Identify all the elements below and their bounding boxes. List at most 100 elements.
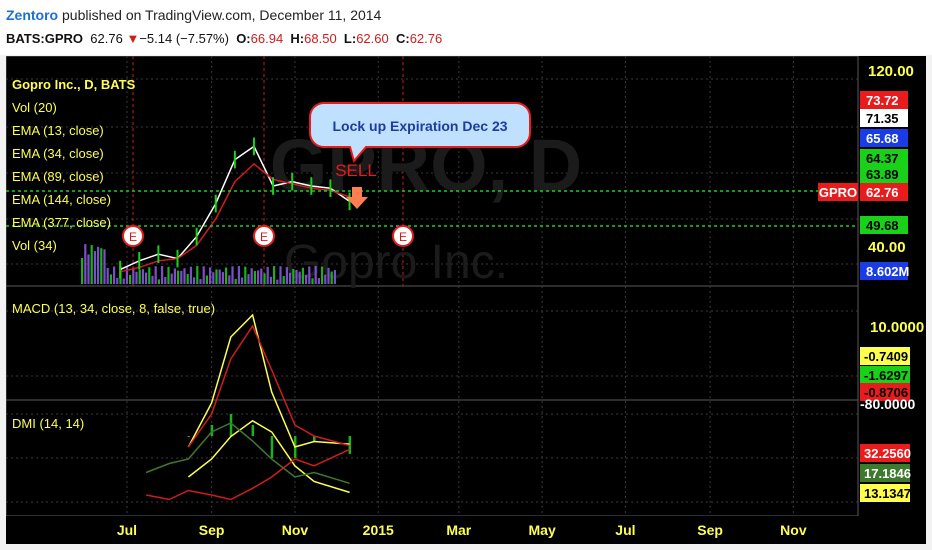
volume-bar	[93, 251, 96, 284]
volume-bar	[116, 277, 119, 284]
volume-bar	[196, 266, 199, 284]
dmi-adx-line	[187, 419, 350, 494]
volume-bar	[298, 271, 301, 284]
volume-bar	[241, 277, 244, 284]
price-series	[119, 137, 351, 279]
volume-bar	[205, 275, 208, 284]
price-tick: 120.00	[868, 63, 914, 80]
volume-bar	[87, 254, 90, 284]
volume-bar	[247, 274, 250, 284]
macd-label-box	[860, 347, 910, 365]
volume-bar	[103, 249, 106, 284]
author-link[interactable]: Zentoro	[6, 7, 59, 23]
price-label-box	[860, 91, 908, 109]
legend-item: Vol (20)	[12, 100, 57, 115]
macd-label-box	[860, 383, 910, 401]
earnings-markers: E E E	[122, 225, 414, 247]
volume-bar	[221, 272, 224, 284]
macd-histogram-bar	[187, 436, 190, 437]
volume-bar	[324, 274, 327, 284]
price-change: −5.14 (−7.57%)	[139, 31, 229, 46]
volume-bar	[295, 269, 298, 284]
macd-label: -1.6297	[864, 368, 908, 383]
volume-bar	[289, 272, 292, 284]
volume-bar	[308, 266, 311, 284]
low-label: L:	[343, 31, 357, 46]
macd-label: -0.8706	[864, 385, 908, 400]
chart-area[interactable]: GPRO, D Gopro Inc. Gopro Inc., D, BATS V…	[5, 55, 926, 544]
open-label: O:	[236, 31, 251, 46]
volume-bar	[317, 278, 320, 284]
price-label-box	[860, 129, 908, 147]
volume-bar	[301, 267, 304, 284]
volume-bar	[148, 267, 151, 284]
volume-bar	[135, 271, 138, 284]
earnings-marker[interactable]	[122, 225, 144, 247]
legend-item: EMA (144, close)	[12, 192, 111, 207]
macd-tick: -80.0000	[860, 396, 915, 412]
volume-bar	[263, 273, 266, 284]
macd-panel: MACD (13, 34, close, 8, false, true)	[12, 301, 352, 458]
volume-bar	[327, 267, 330, 284]
macd-tick: 10.0000	[870, 319, 924, 336]
volume-bar	[199, 279, 202, 284]
earnings-marker[interactable]	[392, 225, 414, 247]
price-label-box	[860, 262, 908, 280]
volume-bar	[330, 271, 333, 284]
volume-bar	[167, 266, 170, 284]
macd-histogram-bar	[229, 414, 233, 436]
legend-title: Gopro Inc., D, BATS	[12, 77, 136, 92]
macd-line	[187, 313, 350, 448]
volume-bar	[260, 268, 263, 284]
price-label: 65.68	[866, 131, 899, 146]
volume-bar	[180, 270, 183, 284]
callout-bubble[interactable]	[309, 102, 531, 164]
publish-line: Zentoro published on TradingView.com, De…	[6, 7, 381, 23]
low-value: 62.60	[356, 31, 389, 46]
volume-bar	[234, 278, 237, 284]
price-label-box	[860, 183, 908, 201]
legend-item: EMA (34, close)	[12, 146, 104, 161]
dmi-label: 13.1347	[864, 486, 911, 501]
volume-bar	[218, 269, 221, 284]
open-value: 66.94	[250, 31, 284, 46]
volume-bar	[209, 267, 212, 284]
price-label-box	[860, 109, 908, 127]
volume-bar	[84, 244, 87, 284]
sell-arrow-icon	[346, 187, 368, 209]
volume-bar	[154, 266, 157, 284]
volume-bar	[97, 246, 100, 284]
volume-bar	[311, 278, 314, 284]
chart-svg[interactable]: GPRO, D Gopro Inc. Gopro Inc., D, BATS V…	[5, 55, 926, 544]
time-tick: May	[529, 522, 556, 538]
volume-bar	[237, 266, 240, 284]
volume-bar	[212, 272, 215, 284]
time-tick: Nov	[780, 522, 807, 538]
macd-axis: 10.0000 -0.7409 -1.6297 -0.8706-80.0000	[860, 319, 924, 412]
price-label: 63.89	[866, 167, 899, 182]
volume-bar	[266, 266, 269, 284]
volume-bar	[132, 267, 135, 284]
volume-bar	[113, 266, 116, 284]
volume-bar	[202, 266, 205, 284]
earnings-marker[interactable]	[253, 225, 275, 247]
high-value: 68.50	[304, 31, 337, 46]
macd-title: MACD (13, 34, close, 8, false, true)	[12, 301, 215, 316]
time-tick: Mar	[446, 522, 471, 538]
volume-bar	[138, 269, 141, 284]
volume-bar	[161, 266, 164, 284]
volume-bar	[228, 275, 231, 284]
macd-histogram-bar	[251, 425, 255, 436]
volume-bar	[189, 266, 192, 284]
earnings-marker-label: E	[399, 230, 407, 244]
legend-item: EMA (377, close)	[12, 215, 111, 230]
close-label: C:	[395, 31, 410, 46]
legend: Gopro Inc., D, BATS Vol (20) EMA (13, cl…	[12, 77, 136, 253]
volume-bar	[157, 279, 160, 284]
volume-bar	[129, 274, 132, 284]
volume-bar	[244, 266, 247, 284]
time-tick: Sep	[697, 522, 723, 538]
price-label: 62.76	[866, 185, 899, 200]
volume-bar	[292, 269, 295, 284]
volume-bar	[183, 268, 186, 284]
